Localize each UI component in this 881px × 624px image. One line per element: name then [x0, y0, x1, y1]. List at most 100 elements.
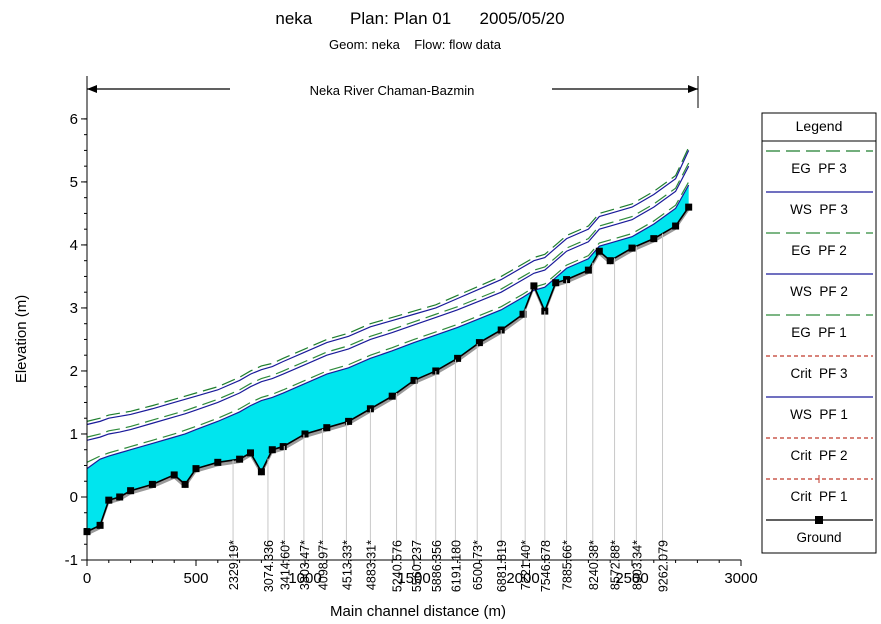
ground-point: [345, 417, 353, 425]
reach-arrow: Neka River Chaman-Bazmin: [86, 76, 699, 108]
ground-point: [628, 244, 636, 252]
ground-point: [606, 257, 614, 265]
x-tick-label: 2500: [615, 570, 648, 587]
legend-title: Legend: [796, 118, 843, 134]
series-eg-pf-1: [86, 181, 690, 463]
chart-subtitle: Geom: neka Flow: flow data: [329, 37, 502, 52]
y-tick-label: -1: [65, 552, 78, 569]
ground-point: [454, 354, 462, 362]
legend-item-crit-pf-1: Crit PF 1: [766, 475, 873, 504]
ground-point: [388, 392, 396, 400]
series-ws-pf-2: [86, 165, 690, 441]
series-eg-pf-3: [86, 147, 690, 422]
ground-point: [323, 424, 331, 432]
series-ws-pf-1: [86, 184, 690, 470]
legend-item-eg-pf-1: EG PF 1: [766, 314, 873, 340]
ground-point: [236, 455, 244, 463]
ground-point: [530, 282, 538, 290]
ground-point: [279, 443, 287, 451]
x-tick-label: 0: [83, 570, 91, 587]
ground-point: [672, 222, 680, 230]
legend-label: Crit PF 3: [790, 366, 847, 381]
y-tick-label: 0: [70, 489, 78, 506]
station-label: 2329.19*: [227, 540, 241, 590]
ground-point: [650, 235, 658, 243]
reach-label: Neka River Chaman-Bazmin: [310, 83, 475, 98]
legend-label: Crit PF 1: [790, 489, 847, 504]
ground-point: [552, 279, 560, 287]
x-tick-label: 2000: [506, 570, 539, 587]
y-tick-label: 3: [70, 300, 78, 317]
ground-point: [595, 247, 603, 255]
station-label: 5886.356: [430, 540, 444, 592]
station-label: 9262.079: [657, 540, 671, 592]
station-label: 4513.33*: [340, 540, 354, 590]
station-label: 6191.180: [449, 540, 463, 592]
x-tick-label: 3000: [724, 570, 757, 587]
ground-point: [181, 480, 189, 488]
ground-point: [116, 493, 124, 501]
legend-item-eg-pf-2: EG PF 2: [766, 232, 873, 258]
series-eg-pf-2: [86, 162, 690, 438]
legend-label: Ground: [796, 530, 841, 545]
y-tick-label: 6: [70, 111, 78, 128]
ground-point: [127, 487, 135, 495]
ground-point: [685, 203, 693, 211]
ground-point: [475, 339, 483, 347]
x-axis-title: Main channel distance (m): [330, 603, 506, 620]
y-tick-label: 1: [70, 426, 78, 443]
axes: -1 0 1 2 3 4 5 6 0 500 1000 1500 2000 2500 3000: [65, 78, 758, 587]
chart-title: neka Plan: Plan 01 2005/05/20: [275, 9, 564, 28]
legend-marker: [815, 516, 823, 524]
legend-item-eg-pf-3: EG PF 3: [766, 150, 873, 176]
ground-point: [192, 465, 200, 473]
station-label: 8572.88*: [609, 540, 623, 590]
legend-label: WS PF 1: [790, 407, 848, 422]
station-label: 4098.97*: [316, 540, 330, 590]
ground-point: [247, 449, 254, 457]
ground-point: [268, 446, 276, 454]
station-labels: 2329.19* 3074.336 3414.60* 3803.47* 4098.97*…: [227, 233, 671, 592]
ground-point: [410, 376, 418, 384]
legend-item-ws-pf-2: WS PF 2: [766, 273, 873, 299]
station-label: 8240.38*: [587, 540, 601, 590]
legend-label: EG PF 2: [791, 243, 847, 258]
station-label: 8903.34*: [630, 540, 644, 590]
station-label: 7885.66*: [561, 540, 575, 590]
x-tick-label: 1500: [397, 570, 430, 587]
y-tick-label: 5: [70, 174, 78, 191]
legend-item-ws-pf-3: WS PF 3: [766, 191, 873, 217]
legend-item-ground: Ground: [766, 516, 873, 545]
legend-item-crit-pf-3: Crit PF 3: [766, 355, 873, 381]
ground-point: [96, 521, 104, 529]
station-label: 5560.237: [410, 540, 424, 592]
y-tick-label: 4: [70, 237, 78, 254]
station-label: 5240.576: [391, 540, 405, 592]
legend-item-crit-pf-2: Crit PF 2: [766, 437, 873, 463]
ground-point: [519, 310, 527, 318]
station-label: 4883.31*: [364, 540, 378, 590]
legend: Legend EG PF 3 WS PF 3 EG PF 2 WS PF 2 EG PF…: [761, 112, 877, 554]
ground-point: [301, 430, 309, 438]
legend-label: Crit PF 2: [790, 448, 847, 463]
water-fill: [87, 185, 689, 532]
station-label: 3414.60*: [278, 540, 292, 590]
plot-area: [83, 147, 693, 536]
station-label: 7546.678: [539, 540, 553, 592]
y-axis-title: Elevation (m): [13, 295, 30, 383]
legend-label: EG PF 3: [791, 161, 847, 176]
series-ws-pf-3: [86, 150, 690, 426]
x-tick-label: 500: [183, 570, 208, 587]
ground-point: [105, 496, 113, 504]
legend-item-ws-pf-1: WS PF 1: [766, 396, 873, 422]
x-tick-label: 1000: [288, 570, 321, 587]
legend-label: WS PF 3: [790, 202, 848, 217]
station-label: 3074.336: [262, 540, 276, 592]
station-label: 7221.40*: [519, 540, 533, 590]
ground-point: [214, 458, 222, 466]
station-label: 6500.73*: [471, 540, 485, 590]
ground-point: [148, 480, 156, 488]
ground-point: [170, 471, 178, 479]
station-label: 6881.819: [495, 540, 509, 592]
